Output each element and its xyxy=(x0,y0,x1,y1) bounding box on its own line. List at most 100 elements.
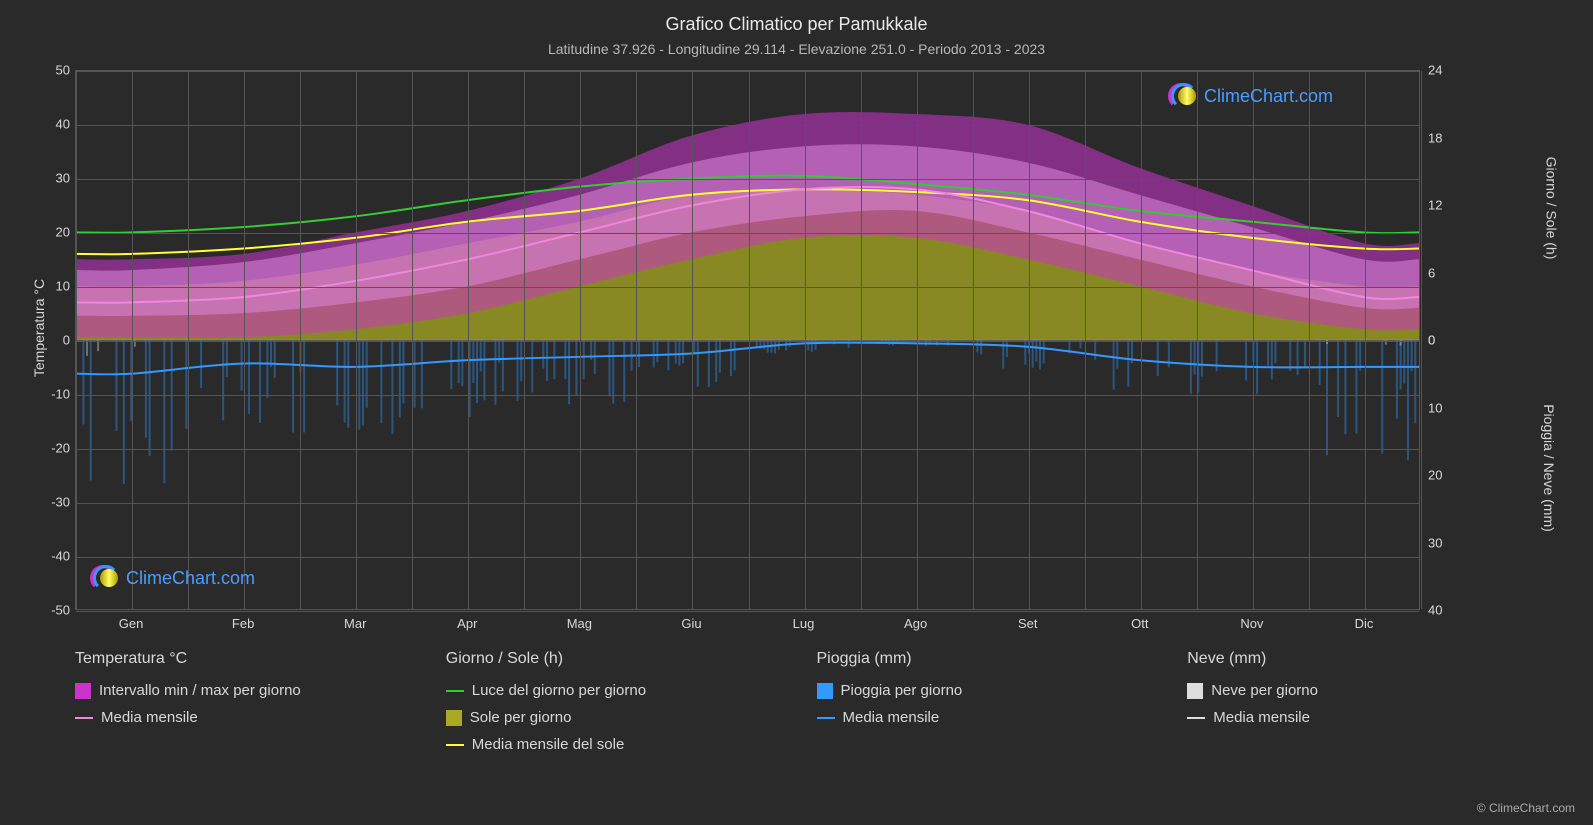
grid-line-v xyxy=(580,71,581,609)
legend-col-snow: Neve (mm) Neve per giorno Media mensile xyxy=(1187,650,1518,763)
tick-right-top: 24 xyxy=(1428,63,1442,78)
grid-line-v xyxy=(524,71,525,609)
grid-line-v xyxy=(692,71,693,609)
chart-title: Grafico Climatico per Pamukkale xyxy=(0,0,1593,35)
grid-line-v xyxy=(412,71,413,609)
grid-line-v xyxy=(1421,71,1422,609)
tick-month: Apr xyxy=(457,616,477,631)
legend-header-rain: Pioggia (mm) xyxy=(817,650,1148,668)
legend-header-temperature: Temperatura °C xyxy=(75,650,406,668)
tick-left: -30 xyxy=(51,495,70,510)
tick-month: Nov xyxy=(1240,616,1263,631)
tick-month: Ago xyxy=(904,616,927,631)
tick-left: 30 xyxy=(56,171,70,186)
grid-line-v xyxy=(76,71,77,609)
legend-item-temperature-0: Intervallo min / max per giorno xyxy=(75,682,406,699)
legend-label: Media mensile xyxy=(101,709,198,726)
legend-col-rain: Pioggia (mm) Pioggia per giorno Media men… xyxy=(817,650,1148,763)
tick-right-bottom: 30 xyxy=(1428,535,1442,550)
tick-month: Feb xyxy=(232,616,254,631)
tick-left: 20 xyxy=(56,225,70,240)
legend-label: Media mensile xyxy=(1213,709,1310,726)
legend-item-rain-0: Pioggia per giorno xyxy=(817,682,1148,699)
axis-label-right-bottom: Pioggia / Neve (mm) xyxy=(1541,404,1557,532)
tick-left: -40 xyxy=(51,549,70,564)
legend-item-daylight-1: Sole per giorno xyxy=(446,709,777,726)
watermark-text: ClimeChart.com xyxy=(1204,86,1333,107)
legend-swatch xyxy=(1187,717,1205,719)
grid-line-h xyxy=(76,233,1419,234)
legend-swatch xyxy=(817,717,835,719)
plot-svg xyxy=(76,71,1419,609)
grid-line-h xyxy=(76,125,1419,126)
tick-month: Set xyxy=(1018,616,1038,631)
legend-item-rain-1: Media mensile xyxy=(817,709,1148,726)
tick-right-top: 12 xyxy=(1428,198,1442,213)
tick-right-top: 6 xyxy=(1428,265,1435,280)
tick-right-bottom: 20 xyxy=(1428,468,1442,483)
legend-item-temperature-1: Media mensile xyxy=(75,709,406,726)
grid-line-v xyxy=(805,71,806,609)
grid-line-v xyxy=(1365,71,1366,609)
tick-month: Mag xyxy=(567,616,592,631)
legend-label: Pioggia per giorno xyxy=(841,682,963,699)
grid-line-v xyxy=(917,71,918,609)
tick-left: -50 xyxy=(51,603,70,618)
legend-col-temperature: Temperatura °C Intervallo min / max per … xyxy=(75,650,406,763)
grid-line-h xyxy=(76,395,1419,396)
legend-label: Luce del giorno per giorno xyxy=(472,682,646,699)
grid-line-h xyxy=(76,611,1419,612)
grid-line-h xyxy=(76,557,1419,558)
tick-right-bottom: 0 xyxy=(1428,333,1435,348)
watermark-logo-icon xyxy=(1168,83,1198,109)
grid-line-v xyxy=(300,71,301,609)
legend-label: Neve per giorno xyxy=(1211,682,1318,699)
tick-month: Ott xyxy=(1131,616,1148,631)
tick-left: -10 xyxy=(51,387,70,402)
grid-line-h xyxy=(76,179,1419,180)
legend-swatch xyxy=(1187,683,1203,699)
grid-line-v xyxy=(1085,71,1086,609)
tick-left: 0 xyxy=(63,333,70,348)
grid-line-v xyxy=(132,71,133,609)
tick-month: Giu xyxy=(681,616,701,631)
tick-left: 10 xyxy=(56,279,70,294)
chart-container: Grafico Climatico per Pamukkale Latitudi… xyxy=(0,0,1593,825)
grid-line-h xyxy=(76,287,1419,288)
grid-line-v xyxy=(244,71,245,609)
grid-line-v xyxy=(1029,71,1030,609)
axis-label-left: Temperatura °C xyxy=(31,279,47,377)
legend-item-snow-0: Neve per giorno xyxy=(1187,682,1518,699)
grid-line-v xyxy=(468,71,469,609)
watermark: ClimeChart.com xyxy=(1168,83,1333,109)
legend-swatch xyxy=(446,710,462,726)
tick-month: Mar xyxy=(344,616,366,631)
legend-swatch xyxy=(75,717,93,719)
legend-item-daylight-0: Luce del giorno per giorno xyxy=(446,682,777,699)
legend-swatch xyxy=(446,690,464,692)
tick-month: Dic xyxy=(1355,616,1374,631)
legend-header-snow: Neve (mm) xyxy=(1187,650,1518,668)
watermark-logo-icon xyxy=(90,565,120,591)
chart-subtitle: Latitudine 37.926 - Longitudine 29.114 -… xyxy=(0,35,1593,57)
legend-swatch xyxy=(817,683,833,699)
grid-line-v xyxy=(356,71,357,609)
grid-line-v xyxy=(1253,71,1254,609)
grid-line-h xyxy=(76,449,1419,450)
legend-label: Sole per giorno xyxy=(470,709,572,726)
legend-area: Temperatura °C Intervallo min / max per … xyxy=(75,650,1518,763)
grid-line-v xyxy=(749,71,750,609)
tick-left: 50 xyxy=(56,63,70,78)
grid-line-v xyxy=(636,71,637,609)
tick-right-top: 18 xyxy=(1428,130,1442,145)
legend-label: Media mensile xyxy=(843,709,940,726)
axis-label-right-top: Giorno / Sole (h) xyxy=(1544,157,1560,260)
grid-line-v xyxy=(1141,71,1142,609)
copyright-text: © ClimeChart.com xyxy=(1477,801,1575,815)
grid-line-v xyxy=(861,71,862,609)
legend-header-daylight: Giorno / Sole (h) xyxy=(446,650,777,668)
legend-label: Media mensile del sole xyxy=(472,736,625,753)
tick-right-bottom: 10 xyxy=(1428,400,1442,415)
watermark-text: ClimeChart.com xyxy=(126,568,255,589)
grid-line-v xyxy=(1309,71,1310,609)
